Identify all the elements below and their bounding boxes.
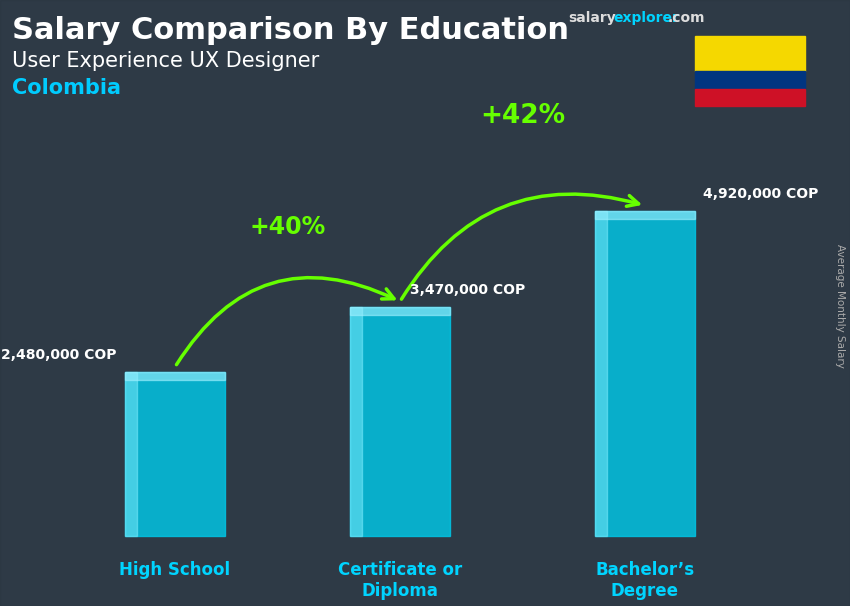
- Text: +40%: +40%: [249, 215, 326, 239]
- Text: 3,470,000 COP: 3,470,000 COP: [410, 282, 525, 296]
- Text: Certificate or
Diploma: Certificate or Diploma: [337, 561, 462, 600]
- Text: High School: High School: [120, 561, 230, 579]
- Text: +42%: +42%: [480, 102, 565, 128]
- Bar: [125, 372, 225, 536]
- Bar: [595, 211, 695, 536]
- Bar: [595, 211, 695, 219]
- Bar: [125, 372, 225, 380]
- Bar: [350, 307, 362, 536]
- Text: User Experience UX Designer: User Experience UX Designer: [12, 51, 320, 71]
- Text: explorer: explorer: [613, 11, 679, 25]
- Text: Colombia: Colombia: [12, 78, 121, 98]
- Text: Salary Comparison By Education: Salary Comparison By Education: [12, 16, 569, 45]
- Bar: [695, 71, 805, 88]
- Bar: [695, 36, 805, 71]
- Bar: [595, 211, 607, 536]
- Text: Average Monthly Salary: Average Monthly Salary: [835, 244, 845, 368]
- Bar: [695, 88, 805, 106]
- Text: 4,920,000 COP: 4,920,000 COP: [703, 187, 819, 201]
- Bar: [350, 307, 450, 536]
- Text: Bachelor’s
Degree: Bachelor’s Degree: [596, 561, 694, 600]
- Text: .com: .com: [668, 11, 706, 25]
- Bar: [350, 307, 450, 315]
- Bar: [125, 372, 137, 536]
- Text: salary: salary: [568, 11, 615, 25]
- Text: 2,480,000 COP: 2,480,000 COP: [2, 348, 117, 362]
